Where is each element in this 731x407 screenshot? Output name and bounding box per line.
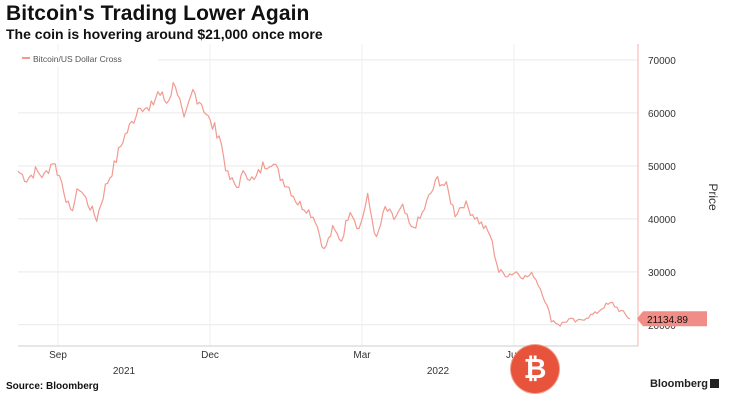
- y-tick-label: 70000: [648, 56, 676, 67]
- y-tick-label: 30000: [648, 268, 676, 279]
- x-year-label: 2021: [113, 366, 136, 377]
- brand-text: Bloomberg: [649, 378, 708, 390]
- legend-label: Bitcoin/US Dollar Cross: [33, 54, 122, 64]
- last-value-marker: 21134.89: [637, 311, 707, 327]
- legend-swatch: [22, 57, 30, 59]
- y-tick-label: 50000: [648, 162, 676, 173]
- chart-subtitle: The coin is hovering around $21,000 once…: [6, 26, 323, 42]
- x-tick-label: Mar: [353, 350, 371, 361]
- legend: Bitcoin/US Dollar Cross: [18, 50, 158, 66]
- legend-box: [18, 50, 158, 66]
- year-labels: 2021 2022: [113, 366, 450, 377]
- x-year-label: 2022: [427, 366, 450, 377]
- y-tick-label: 20000: [648, 321, 676, 332]
- y-axis-title: Price: [706, 183, 720, 211]
- bloomberg-brand: Bloomberg: [650, 378, 719, 390]
- bitcoin-logo-icon: ₿: [511, 345, 559, 393]
- y-tick-label: 40000: [648, 215, 676, 226]
- y-tick-label: 60000: [648, 109, 676, 120]
- last-value-tag: [637, 311, 707, 327]
- y-tick-labels: 20000 30000 40000 50000 60000 70000: [648, 56, 676, 332]
- last-value-label: 21134.89: [647, 315, 688, 326]
- brand-mark-icon: [710, 379, 719, 388]
- x-tick-labels: SepDecMarJun: [49, 350, 522, 361]
- source-note: Source: Bloomberg: [6, 381, 99, 392]
- bitcoin-glyph: ₿: [523, 352, 547, 385]
- x-tick-label: Sep: [49, 350, 67, 361]
- series-line-bitcoin: [17, 82, 631, 327]
- x-tick-label: Dec: [201, 350, 219, 361]
- chart-title: Bitcoin's Trading Lower Again: [6, 2, 310, 25]
